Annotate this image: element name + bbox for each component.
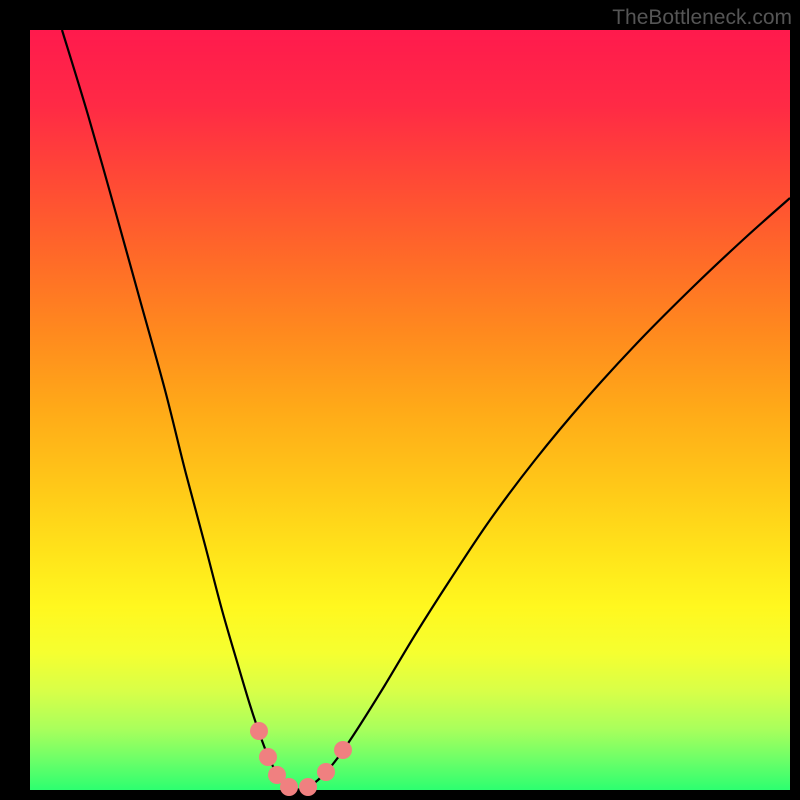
bottleneck-chart <box>0 0 800 800</box>
watermark-text: TheBottleneck.com <box>612 6 792 30</box>
